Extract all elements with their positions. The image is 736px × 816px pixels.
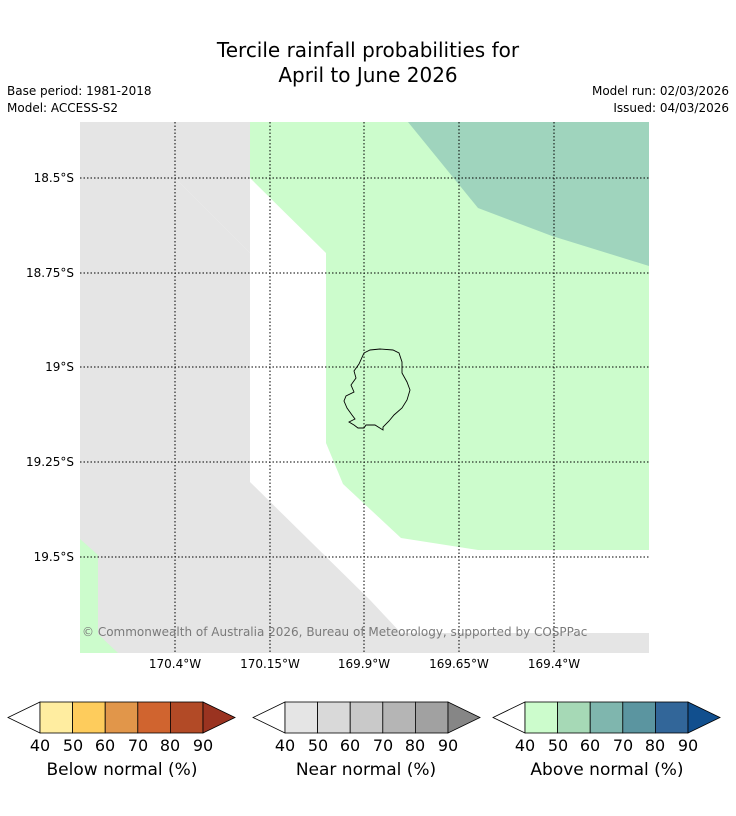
- colorbar-segment: [72, 701, 106, 734]
- model-run: Model run: 02/03/2026: [591, 84, 729, 98]
- tick: 80: [159, 736, 181, 755]
- tick: 70: [127, 736, 149, 755]
- legend-above-normal: [492, 700, 722, 735]
- niue-coastline: [343, 348, 411, 431]
- tick: 90: [677, 736, 699, 755]
- lon-label-169-9: 169.9°W: [337, 657, 391, 671]
- tick: 40: [29, 736, 51, 755]
- tick: 80: [404, 736, 426, 755]
- base-period: Base period: 1981-2018: [7, 84, 152, 98]
- tick: 50: [307, 736, 329, 755]
- colorbar-above-normal: [492, 701, 721, 734]
- near-normal-region-main: [80, 122, 649, 653]
- colorbar-segment: [284, 701, 318, 734]
- colorbar-near-normal: [252, 701, 481, 734]
- tick: 90: [192, 736, 214, 755]
- lat-label-18-5: 18.5°S: [33, 171, 74, 185]
- tick: 60: [579, 736, 601, 755]
- title-line-2: April to June 2026: [278, 63, 458, 87]
- colorbar-segment: [622, 701, 656, 734]
- colorbar-extend-high: [687, 701, 721, 734]
- colorbar-extend-high: [447, 701, 481, 734]
- above-normal-corner-region: [80, 539, 118, 653]
- model-name: Model: ACCESS-S2: [7, 101, 119, 115]
- issued-date: Issued: 04/03/2026: [613, 101, 729, 115]
- tick: 60: [94, 736, 116, 755]
- colorbar-segment: [654, 701, 689, 734]
- colorbar-segment: [39, 701, 73, 734]
- colorbar-segment: [414, 701, 449, 734]
- title-line-1: Tercile rainfall probabilities for: [216, 38, 520, 62]
- tick: 60: [339, 736, 361, 755]
- lat-label-19: 19°S: [45, 360, 74, 374]
- colorbar-segment: [104, 701, 139, 734]
- legend-near-normal: [252, 700, 482, 735]
- colorbar-extend-low: [492, 701, 526, 734]
- colorbar-segment: [317, 701, 351, 734]
- colorbar-segment: [169, 701, 204, 734]
- lat-label-18-75: 18.75°S: [26, 266, 74, 280]
- tick: 80: [644, 736, 666, 755]
- colorbar-segment: [524, 701, 558, 734]
- map-svg: [80, 122, 649, 653]
- tick: 40: [274, 736, 296, 755]
- colorbar-extend-low: [252, 701, 286, 734]
- legend-title-below: Below normal (%): [46, 760, 198, 780]
- colorbar-segment: [349, 701, 384, 734]
- lat-label-19-25: 19.25°S: [26, 455, 74, 469]
- lon-label-170-4: 170.4°W: [148, 657, 202, 671]
- above-normal-50-region: [408, 122, 649, 266]
- near-normal-region: [80, 122, 250, 253]
- colorbar-extend-high: [202, 701, 236, 734]
- meta-left: Base period: 1981-2018 Model: ACCESS-S2: [7, 83, 152, 117]
- colorbar-segment: [137, 701, 171, 734]
- graticule: [80, 122, 649, 653]
- colorbar-segment: [557, 701, 591, 734]
- lon-label-169-65: 169.65°W: [429, 657, 489, 671]
- legend-title-near: Near normal (%): [295, 760, 437, 780]
- colorbar-extend-low: [7, 701, 41, 734]
- lon-label-169-4: 169.4°W: [527, 657, 581, 671]
- tick: 50: [62, 736, 84, 755]
- lat-label-19-5: 19.5°S: [33, 550, 74, 564]
- tick: 70: [612, 736, 634, 755]
- map-title: Tercile rainfall probabilities for April…: [0, 38, 736, 88]
- lon-label-170-15: 170.15°W: [240, 657, 300, 671]
- colorbar-segment: [589, 701, 624, 734]
- legend-below-normal: [7, 700, 237, 735]
- copyright-notice: © Commonwealth of Australia 2026, Bureau…: [82, 625, 588, 639]
- tick: 50: [547, 736, 569, 755]
- colorbar-segment: [382, 701, 416, 734]
- tick: 90: [437, 736, 459, 755]
- colorbar-below-normal: [7, 701, 236, 734]
- tick: 70: [372, 736, 394, 755]
- meta-right: Model run: 02/03/2026 Issued: 04/03/2026: [592, 83, 729, 117]
- tick: 40: [514, 736, 536, 755]
- map-panel[interactable]: [80, 122, 649, 653]
- legend-title-above: Above normal (%): [530, 760, 684, 780]
